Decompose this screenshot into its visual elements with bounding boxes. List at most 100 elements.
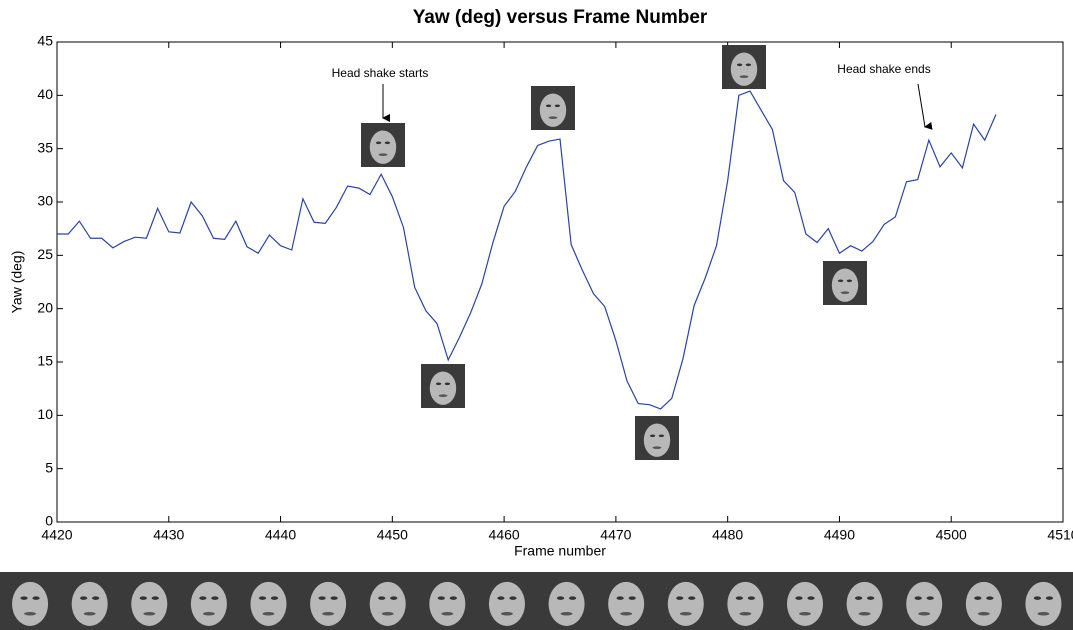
thumb-eye (795, 596, 802, 599)
strip-face (835, 572, 895, 630)
x-tick-label: 4490 (824, 527, 855, 543)
thumb-face (540, 93, 566, 126)
face-thumbnail (823, 261, 867, 305)
thumb-eye (450, 596, 457, 599)
y-tick-label: 5 (45, 459, 53, 475)
y-tick-label: 45 (37, 33, 53, 49)
thumb-face (310, 582, 346, 626)
thumb-mouth (841, 291, 850, 294)
x-tick-label: 4480 (712, 527, 743, 543)
y-tick-label: 35 (37, 139, 53, 155)
thumb-eye (211, 596, 218, 599)
x-tick-label: 4470 (600, 527, 631, 543)
thumb-eye (737, 63, 742, 66)
thumb-eye (617, 596, 624, 599)
thumb-eye (32, 596, 39, 599)
thumb-eye (378, 596, 385, 599)
x-tick-label: 4430 (153, 527, 184, 543)
thumb-face (787, 582, 823, 626)
thumb-face (644, 423, 670, 456)
thumb-face (370, 130, 396, 163)
thumb-face (549, 582, 585, 626)
thumb-eye (438, 596, 445, 599)
thumb-eye (20, 596, 27, 599)
thumb-mouth (620, 612, 632, 615)
thumb-face (966, 582, 1002, 626)
face-thumbnail (421, 364, 465, 408)
thumb-mouth (653, 446, 662, 449)
annotation-text: Head shake starts (332, 66, 429, 80)
thumb-eye (376, 141, 381, 144)
thumb-mouth (680, 612, 692, 615)
y-tick-label: 20 (37, 299, 53, 315)
thumb-mouth (24, 612, 36, 615)
thumb-mouth (84, 612, 96, 615)
thumb-face (608, 582, 644, 626)
face-thumbnail (722, 45, 766, 89)
thumb-eye (92, 596, 99, 599)
x-tick-label: 4420 (41, 527, 72, 543)
thumb-eye (385, 141, 390, 144)
thumb-mouth (978, 612, 990, 615)
thumb-face (847, 582, 883, 626)
thumb-eye (650, 434, 655, 437)
thumb-eye (331, 596, 338, 599)
thumb-eye (746, 63, 751, 66)
thumb-face (832, 268, 858, 301)
face-thumbnail (361, 123, 405, 167)
thumb-eye (927, 596, 934, 599)
thumb-face (731, 52, 757, 85)
strip-face (894, 572, 954, 630)
thumb-face (430, 371, 456, 404)
thumb-face (727, 582, 763, 626)
thumb-eye (569, 596, 576, 599)
y-tick-label: 40 (37, 86, 53, 102)
thumb-eye (436, 382, 441, 385)
x-tick-label: 4500 (936, 527, 967, 543)
strip-face (596, 572, 656, 630)
strip-face (1013, 572, 1073, 630)
thumb-eye (855, 596, 862, 599)
thumb-eye (271, 596, 278, 599)
thumb-eye (688, 596, 695, 599)
x-tick-label: 4460 (489, 527, 520, 543)
thumb-face (250, 582, 286, 626)
thumb-mouth (382, 612, 394, 615)
thumb-eye (80, 596, 87, 599)
face-thumbnail (635, 416, 679, 460)
thumb-mouth (262, 612, 274, 615)
strip-face (298, 572, 358, 630)
thumb-eye (318, 596, 325, 599)
thumb-eye (748, 596, 755, 599)
thumb-eye (497, 596, 504, 599)
thumb-eye (974, 596, 981, 599)
thumb-mouth (441, 612, 453, 615)
y-tick-label: 30 (37, 193, 53, 209)
thumb-face (429, 582, 465, 626)
thumb-face (906, 582, 942, 626)
chart-title: Yaw (deg) versus Frame Number (413, 7, 708, 28)
thumb-eye (659, 434, 664, 437)
thumb-eye (555, 104, 560, 107)
x-axis-label: Frame number (514, 543, 606, 559)
thumb-eye (1046, 596, 1053, 599)
y-tick-label: 25 (37, 246, 53, 262)
thumb-eye (259, 596, 266, 599)
thumb-mouth (143, 612, 155, 615)
thumb-eye (838, 279, 843, 282)
x-tick-label: 4440 (265, 527, 296, 543)
thumb-mouth (1037, 612, 1049, 615)
thumb-face (370, 582, 406, 626)
thumb-face (131, 582, 167, 626)
strip-face (417, 572, 477, 630)
thumb-eye (629, 596, 636, 599)
thumb-mouth (859, 612, 871, 615)
strip-face (0, 572, 60, 630)
thumb-face (489, 582, 525, 626)
thumb-mouth (549, 116, 558, 119)
strip-face (238, 572, 298, 630)
thumb-mouth (379, 153, 388, 156)
strip-face (179, 572, 239, 630)
strip-face (775, 572, 835, 630)
thumb-eye (140, 596, 147, 599)
